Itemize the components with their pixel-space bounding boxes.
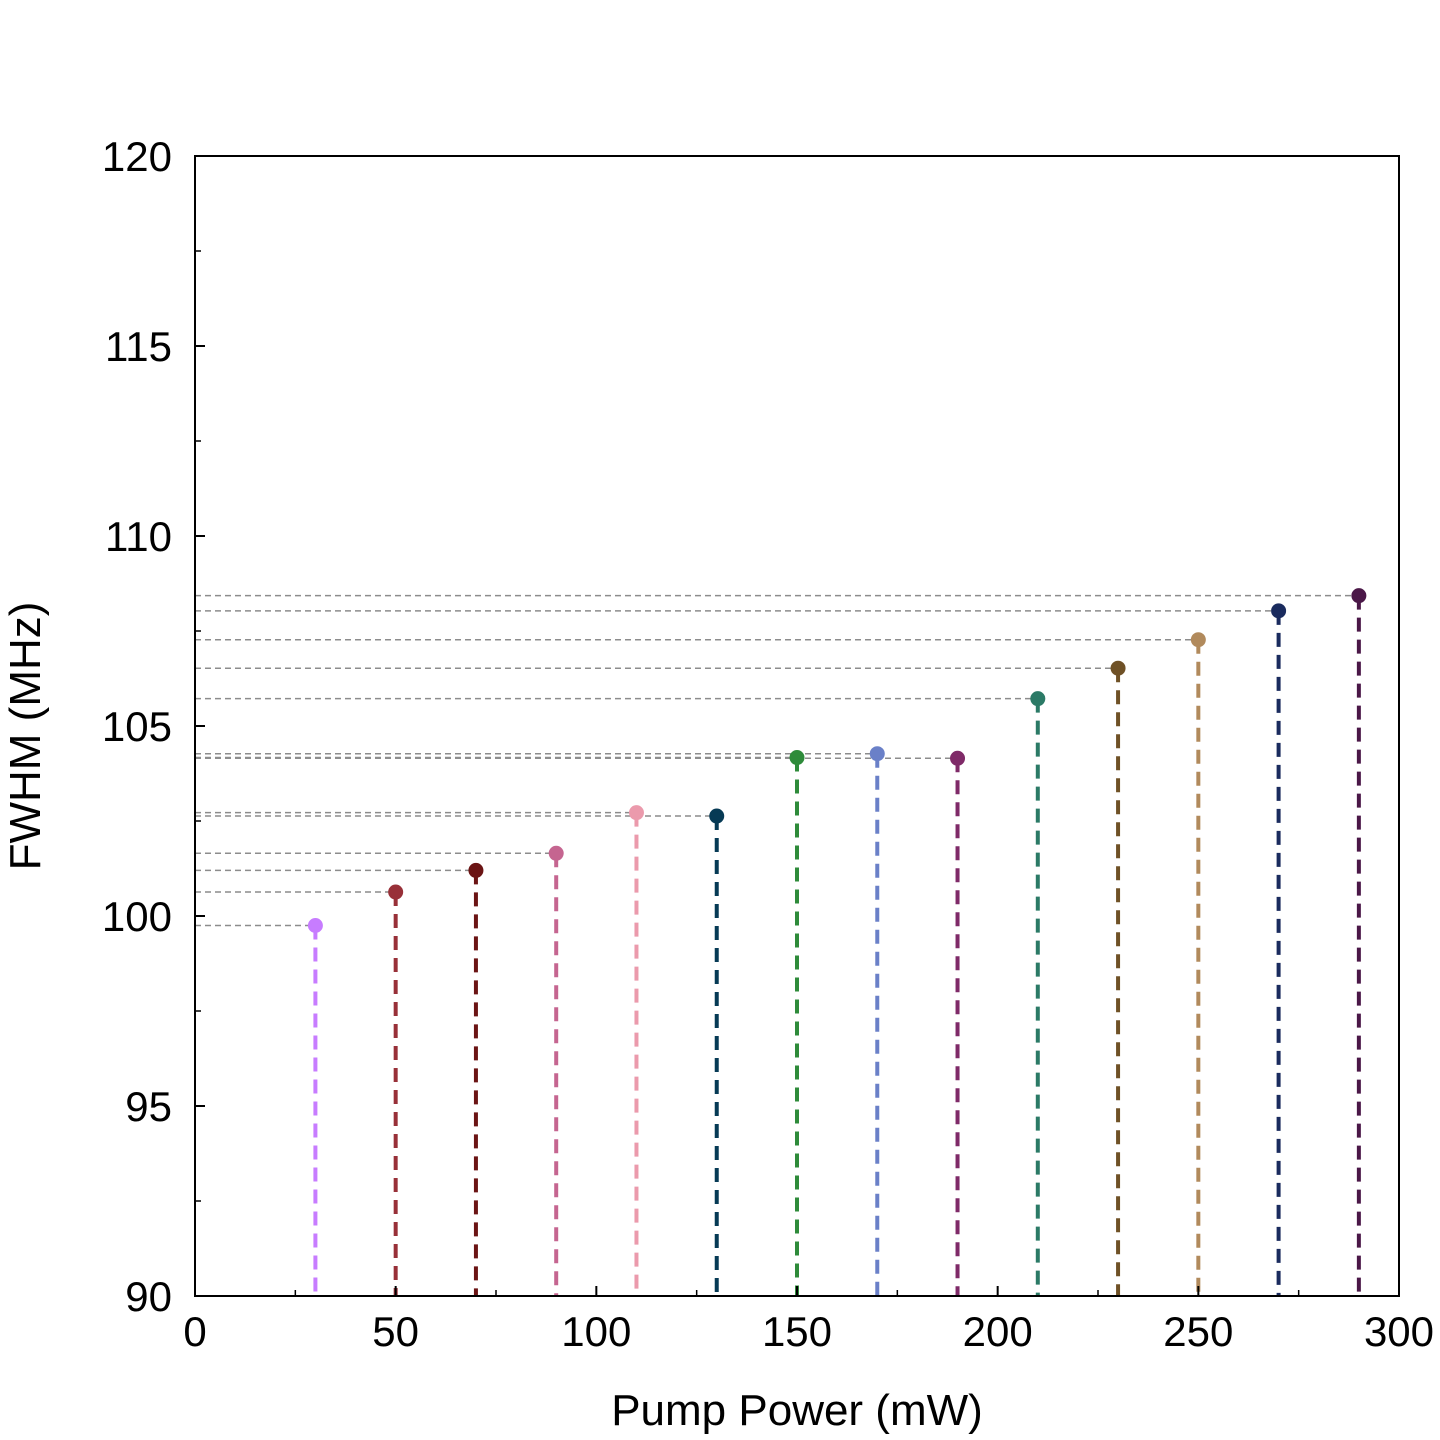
y-tick-label-4: 110 — [105, 513, 172, 560]
x-tick-label-5: 250 — [1163, 1308, 1233, 1355]
data-point-2 — [468, 862, 484, 878]
y-tick-label-0: 90 — [125, 1273, 172, 1320]
stem-lines — [313, 595, 1361, 1296]
horizontal-guide-lines — [195, 594, 1359, 927]
data-point-9 — [1030, 691, 1046, 707]
data-point-0 — [307, 918, 323, 933]
data-point-11 — [1190, 632, 1206, 648]
y-axis-title: FWHM (MHz) — [1, 602, 50, 871]
x-tick-label-2: 100 — [561, 1308, 631, 1355]
data-point-13 — [1351, 588, 1367, 604]
plot-frame — [194, 155, 1400, 1297]
data-point-4 — [628, 805, 644, 821]
y-tick-label-3: 105 — [102, 703, 172, 750]
y-tick-label-2: 100 — [102, 893, 172, 940]
y-tick-label-6: 120 — [102, 133, 172, 180]
data-point-7 — [869, 746, 885, 762]
x-tick-label-6: 300 — [1364, 1308, 1434, 1355]
data-point-12 — [1271, 603, 1287, 619]
x-tick-label-4: 200 — [963, 1308, 1033, 1355]
data-point-8 — [950, 750, 966, 766]
x-tick-labels: 0 50 100 150 200 250 300 — [183, 1308, 1434, 1355]
data-point-5 — [709, 808, 725, 824]
data-point-1 — [388, 884, 404, 900]
y-tick-label-1: 95 — [125, 1083, 172, 1130]
data-point-10 — [1110, 660, 1126, 676]
y-tick-label-5: 115 — [105, 323, 172, 370]
x-tick-label-0: 0 — [183, 1308, 206, 1355]
data-markers — [307, 588, 1367, 933]
axis-ticks — [194, 155, 1400, 1297]
x-tick-label-1: 50 — [372, 1308, 419, 1355]
x-tick-label-3: 150 — [762, 1308, 832, 1355]
data-point-3 — [548, 845, 564, 861]
y-tick-labels: 90 95 100 105 110 115 120 — [102, 133, 172, 1320]
x-axis-title: Pump Power (mW) — [611, 1386, 983, 1435]
data-point-6 — [789, 750, 805, 766]
